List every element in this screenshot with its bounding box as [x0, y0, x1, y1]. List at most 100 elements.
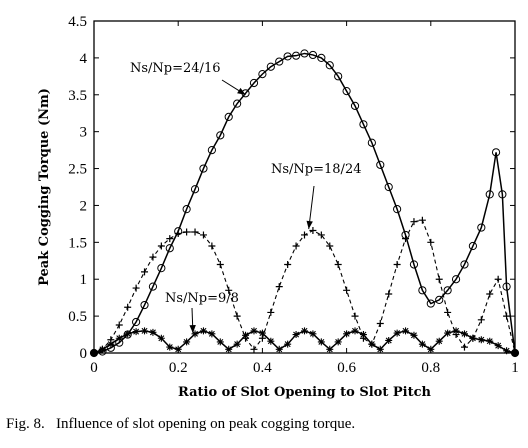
series-annotation-label: Ns/Np=9/8 — [165, 291, 239, 306]
y-tick-label: 4.5 — [68, 14, 87, 30]
data-point-plus — [141, 268, 149, 276]
series-1 — [89, 49, 520, 358]
data-point-circle — [291, 51, 301, 60]
data-point-circle — [199, 164, 208, 173]
data-point-circle — [435, 295, 444, 304]
data-point-circle — [140, 300, 149, 310]
y-tick-label: 2.5 — [68, 162, 87, 178]
data-point-asterisk — [98, 345, 106, 353]
data-point-asterisk — [503, 347, 511, 355]
y-tick-label: 1.5 — [68, 235, 87, 251]
label-layer: 0 0.2 0.4 0.6 0.8 1 0 0.5 1 1.5 2 2.5 3 3.5 4 4.5 Ratio … — [37, 14, 519, 400]
data-point-asterisk — [317, 338, 325, 346]
data-point-asterisk — [284, 340, 292, 348]
data-point-asterisk — [460, 330, 468, 338]
data-point-plus — [275, 283, 283, 291]
data-point-plus — [183, 228, 191, 236]
data-point-circle — [258, 70, 267, 79]
data-point-circle — [367, 138, 376, 147]
series-line — [93, 52, 516, 354]
x-axis-label: Ratio of Slot Opening to Slot Pitch — [178, 385, 431, 400]
caption-label: Fig. 8. — [6, 416, 45, 432]
data-point-asterisk — [343, 330, 351, 338]
data-point-plus — [191, 228, 199, 236]
annotation-arrowhead — [306, 220, 313, 230]
data-point-plus — [393, 260, 401, 268]
data-point-circle — [334, 72, 343, 81]
data-point-plus — [132, 284, 140, 292]
data-point-asterisk — [208, 330, 216, 338]
series-annotation-label: Ns/Np=18/24 — [271, 162, 361, 177]
data-point-circle — [325, 61, 334, 70]
series-2 — [90, 216, 519, 357]
data-point-asterisk — [267, 337, 275, 345]
data-point-asterisk — [351, 327, 359, 335]
data-point-circle — [485, 190, 494, 199]
data-point-circle — [491, 148, 501, 157]
data-point-plus — [216, 260, 224, 268]
data-point-plus — [402, 235, 410, 243]
x-tick-label: 0 — [90, 360, 98, 376]
data-point-plus — [301, 231, 308, 239]
y-tick-label: 3 — [80, 125, 88, 141]
series-layer — [89, 49, 520, 358]
data-point-asterisk — [452, 327, 460, 335]
data-point-plus — [503, 312, 511, 320]
data-point-circle — [249, 78, 259, 88]
data-point-circle — [216, 131, 225, 140]
data-point-asterisk — [166, 343, 174, 351]
data-point-circle — [460, 260, 469, 269]
tick-layer — [93, 20, 516, 354]
data-point-plus — [317, 231, 325, 239]
data-point-asterisk — [191, 330, 199, 338]
data-point-plus — [410, 218, 418, 226]
data-point-asterisk — [376, 345, 384, 353]
data-point-circle — [132, 317, 141, 327]
data-point-plus — [225, 286, 233, 294]
data-point-circle — [182, 205, 191, 214]
data-point-circle — [275, 57, 284, 66]
data-point-asterisk — [149, 328, 157, 336]
data-point-circle — [283, 52, 292, 61]
data-point-circle — [233, 99, 242, 108]
annotation-layer: Ns/Np=24/16 Ns/Np=18/24 Ns/Np=9/8 — [130, 61, 361, 334]
y-tick-label: 4 — [80, 51, 88, 67]
data-point-plus — [477, 316, 485, 324]
data-point-asterisk — [368, 340, 376, 348]
data-point-circle — [468, 241, 477, 251]
data-point-plus — [115, 321, 123, 329]
annotation-2: Ns/Np=18/24 — [271, 162, 361, 230]
data-point-asterisk — [301, 327, 308, 335]
data-point-plus — [233, 312, 241, 320]
data-point-circle — [376, 160, 385, 169]
annotation-arrowhead — [189, 324, 196, 334]
data-point-plus — [166, 235, 174, 243]
data-point-plus — [427, 238, 435, 246]
data-point-asterisk — [115, 334, 123, 342]
data-point-circle — [393, 205, 402, 214]
data-point-plus — [199, 231, 207, 239]
cogging-torque-chart: 0 0.2 0.4 0.6 0.8 1 0 0.5 1 1.5 2 2.5 3 3.5 4 4.5 Ratio … — [37, 14, 520, 400]
y-axis-label: Peak Cogging Torque (Nm) — [37, 88, 52, 286]
data-point-circle — [451, 275, 461, 284]
data-point-circle — [409, 260, 419, 269]
data-point-circle — [308, 50, 318, 60]
data-point-plus — [343, 286, 351, 294]
data-point-asterisk — [183, 338, 191, 346]
caption-text: Influence of slot opening on peak coggin… — [56, 416, 356, 432]
data-point-asterisk — [385, 336, 393, 344]
data-point-circle — [300, 49, 309, 58]
data-point-asterisk — [233, 340, 241, 348]
data-point-asterisk — [242, 331, 250, 339]
data-point-asterisk — [107, 340, 115, 348]
data-point-plus — [376, 319, 384, 327]
data-point-plus — [124, 303, 132, 311]
data-point-plus — [494, 275, 502, 283]
data-point-plus — [309, 227, 317, 235]
data-point-asterisk — [216, 338, 224, 346]
series-3 — [90, 327, 519, 357]
data-point-plus — [157, 242, 165, 250]
data-point-circle — [207, 146, 216, 155]
chart-figure: 0 0.2 0.4 0.6 0.8 1 0 0.5 1 1.5 2 2.5 3 3.5 4 4.5 Ratio … — [37, 14, 520, 400]
data-point-plus — [149, 253, 157, 261]
